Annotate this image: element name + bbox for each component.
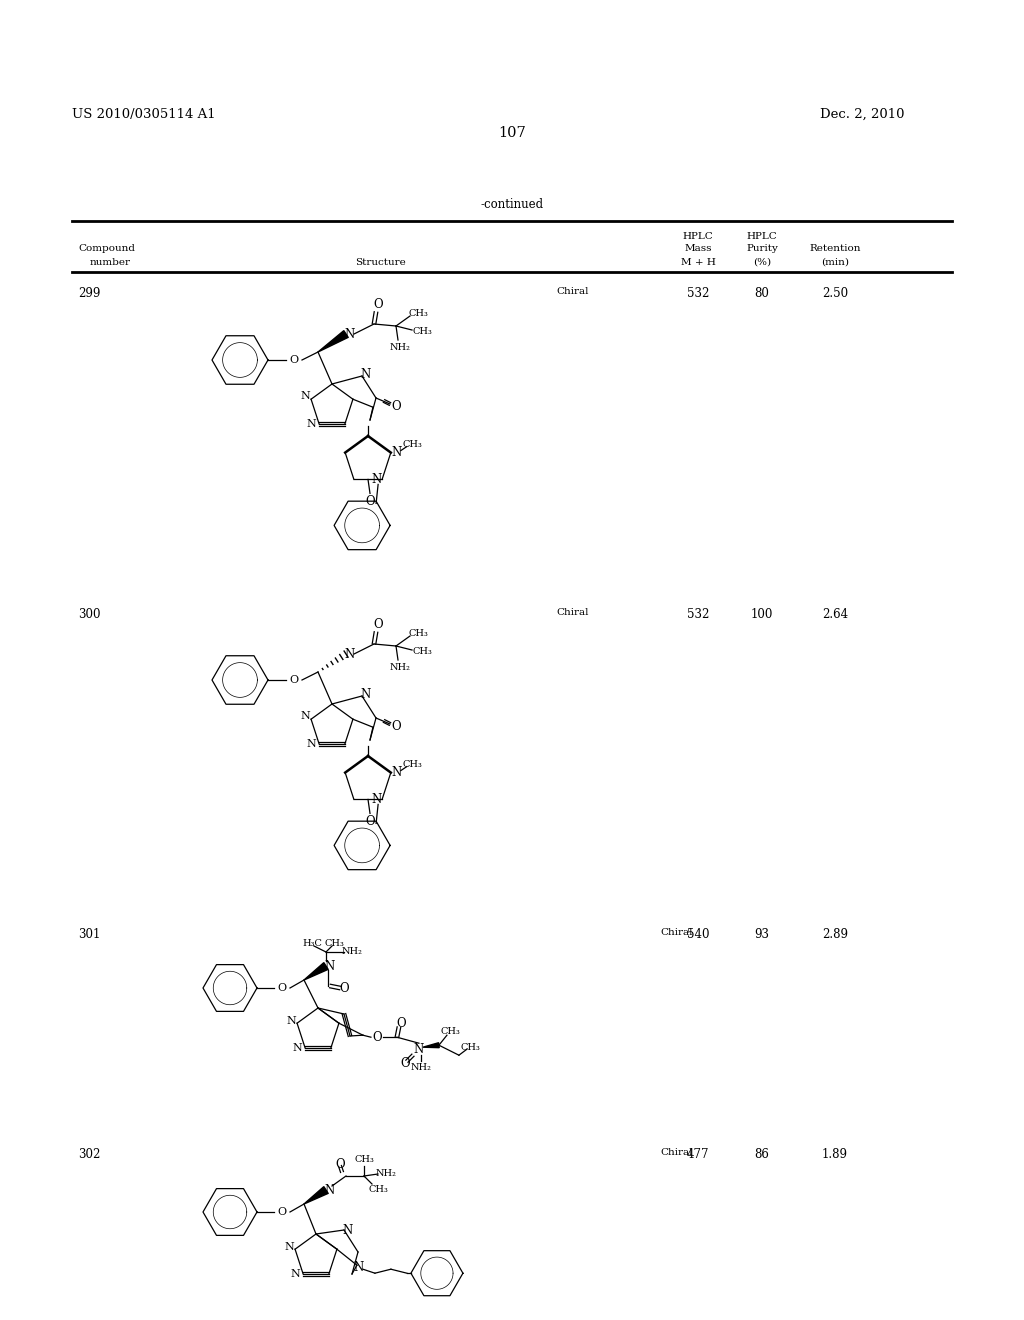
Text: 302: 302 [78, 1148, 100, 1162]
Text: NH₂: NH₂ [376, 1170, 396, 1179]
Text: 532: 532 [687, 609, 710, 620]
Text: 80: 80 [755, 286, 769, 300]
Text: 2.64: 2.64 [822, 609, 848, 620]
Text: N: N [290, 1269, 300, 1279]
Text: HPLC: HPLC [746, 232, 777, 242]
Text: 301: 301 [78, 928, 100, 941]
Text: N: N [360, 688, 371, 701]
Text: -continued: -continued [480, 198, 544, 211]
Text: N: N [300, 391, 310, 401]
Text: NH₂: NH₂ [342, 948, 362, 957]
Text: CH₃: CH₃ [412, 648, 432, 656]
Text: Chiral: Chiral [660, 928, 692, 937]
Text: O: O [278, 983, 287, 993]
Text: O: O [373, 297, 383, 310]
Polygon shape [423, 1043, 439, 1048]
Text: N: N [371, 793, 381, 807]
Text: Purity: Purity [746, 244, 778, 253]
Text: O: O [335, 1158, 345, 1171]
Text: O: O [278, 1206, 287, 1217]
Text: 2.50: 2.50 [822, 286, 848, 300]
Text: N: N [325, 1184, 335, 1196]
Text: N: N [306, 418, 316, 429]
Text: H₃C: H₃C [302, 940, 322, 949]
Text: 477: 477 [687, 1148, 710, 1162]
Text: CH₃: CH₃ [412, 327, 432, 337]
Text: 1.89: 1.89 [822, 1148, 848, 1162]
Polygon shape [304, 962, 328, 979]
Text: O: O [396, 1016, 406, 1030]
Text: N: N [360, 367, 371, 380]
Text: number: number [90, 257, 131, 267]
Text: CH₃: CH₃ [368, 1185, 388, 1195]
Text: O: O [339, 982, 349, 994]
Text: N: N [300, 711, 310, 721]
Text: N: N [286, 1016, 296, 1026]
Text: Chiral: Chiral [660, 1148, 692, 1158]
Text: N: N [306, 739, 316, 748]
Text: N: N [292, 1043, 302, 1053]
Text: N: N [343, 1224, 353, 1237]
Text: CH₃: CH₃ [408, 309, 428, 318]
Text: 100: 100 [751, 609, 773, 620]
Text: CH₃: CH₃ [324, 940, 344, 949]
Text: Chiral: Chiral [556, 286, 589, 296]
Text: O: O [290, 675, 299, 685]
Text: O: O [400, 1057, 410, 1069]
Text: N: N [354, 1261, 365, 1274]
Text: N: N [392, 446, 402, 459]
Text: O: O [366, 495, 375, 508]
Text: CH₃: CH₃ [354, 1155, 374, 1164]
Text: O: O [391, 400, 400, 412]
Text: 2.89: 2.89 [822, 928, 848, 941]
Text: O: O [372, 1031, 382, 1044]
Text: 532: 532 [687, 286, 710, 300]
Text: 540: 540 [687, 928, 710, 941]
Text: 86: 86 [755, 1148, 769, 1162]
Text: CH₃: CH₃ [461, 1043, 481, 1052]
Text: O: O [290, 355, 299, 366]
Text: US 2010/0305114 A1: US 2010/0305114 A1 [72, 108, 216, 121]
Polygon shape [318, 330, 348, 352]
Text: N: N [325, 960, 335, 973]
Text: HPLC: HPLC [683, 232, 714, 242]
Text: CH₃: CH₃ [441, 1027, 461, 1036]
Text: Retention: Retention [809, 244, 861, 253]
Text: CH₃: CH₃ [408, 630, 428, 639]
Text: O: O [373, 618, 383, 631]
Text: N: N [345, 648, 355, 660]
Text: Compound: Compound [78, 244, 135, 253]
Text: N: N [371, 473, 381, 486]
Text: CH₃: CH₃ [402, 760, 423, 770]
Text: 300: 300 [78, 609, 100, 620]
Polygon shape [304, 1187, 328, 1204]
Text: O: O [366, 814, 375, 828]
Text: N: N [392, 766, 402, 779]
Text: (min): (min) [821, 257, 849, 267]
Text: (%): (%) [753, 257, 771, 267]
Text: 93: 93 [755, 928, 769, 941]
Text: CH₃: CH₃ [402, 440, 423, 449]
Text: N: N [345, 327, 355, 341]
Text: NH₂: NH₂ [411, 1063, 431, 1072]
Text: O: O [391, 719, 400, 733]
Text: 107: 107 [498, 125, 526, 140]
Text: NH₂: NH₂ [389, 664, 411, 672]
Text: 299: 299 [78, 286, 100, 300]
Text: Mass: Mass [684, 244, 712, 253]
Text: N: N [285, 1242, 294, 1253]
Text: Structure: Structure [354, 257, 406, 267]
Text: NH₂: NH₂ [389, 343, 411, 352]
Text: Dec. 2, 2010: Dec. 2, 2010 [820, 108, 904, 121]
Text: Chiral: Chiral [556, 609, 589, 616]
Text: M + H: M + H [681, 257, 716, 267]
Text: N: N [414, 1043, 424, 1056]
